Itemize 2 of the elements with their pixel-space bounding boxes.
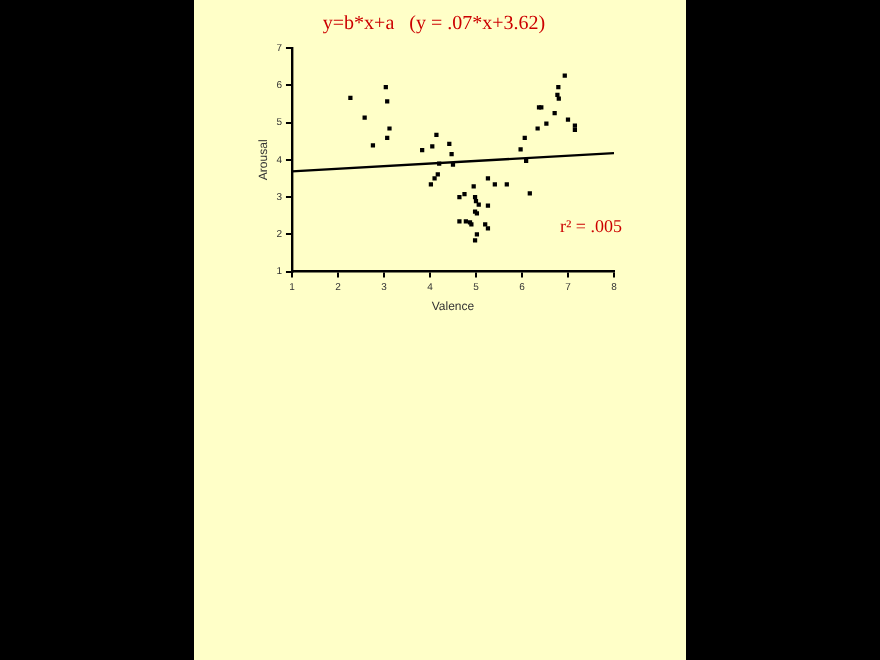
annotation: r² = .005 xyxy=(559,215,623,236)
chart-title: y=b*x+a (y = .07*x+3.62) xyxy=(322,13,546,36)
